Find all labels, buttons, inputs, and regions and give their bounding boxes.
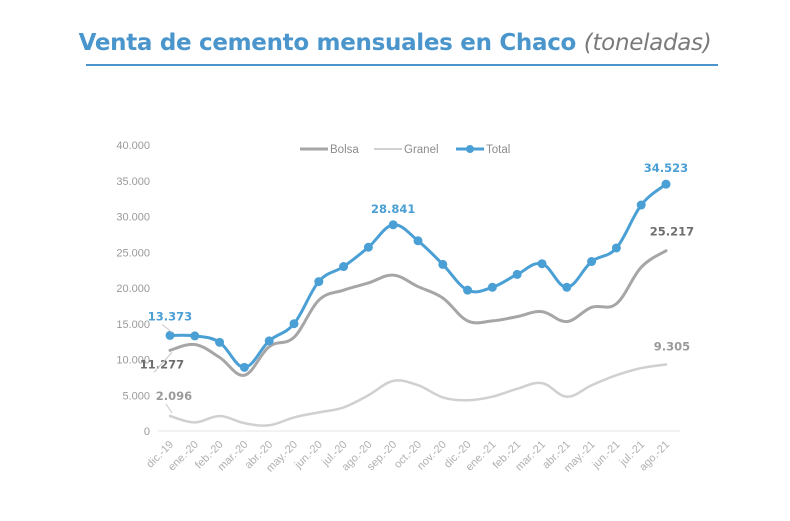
data-point-total xyxy=(463,285,473,295)
data-point-total xyxy=(339,262,349,272)
data-label-total: 13.373 xyxy=(148,309,192,323)
y-tick-label: 20.000 xyxy=(116,283,150,295)
data-point-total xyxy=(289,319,299,329)
data-point-total xyxy=(215,337,225,347)
data-point-total xyxy=(636,200,646,210)
y-tick-label: 15.000 xyxy=(116,319,150,331)
data-point-total xyxy=(239,362,249,372)
chart-title-unit: (toneladas) xyxy=(583,30,712,56)
data-point-total xyxy=(512,269,522,279)
page-title: Venta de cemento mensuales en Chaco (ton… xyxy=(0,30,790,56)
data-point-total xyxy=(487,282,497,292)
data-point-total xyxy=(165,330,175,340)
data-point-total xyxy=(314,277,324,287)
data-label-bolsa: 11.277 xyxy=(140,357,184,371)
data-label-total: 28.841 xyxy=(371,202,415,216)
data-label-granel: 9.305 xyxy=(654,339,690,353)
data-label-leader xyxy=(161,323,173,333)
data-point-total xyxy=(190,331,200,341)
data-labels-layer: 11.277 25.217 2.096 9.305 13.373 28.841 34.523 xyxy=(140,161,694,414)
legend-label-granel: Granel xyxy=(404,144,439,156)
title-underline xyxy=(86,64,718,66)
series-line-total xyxy=(168,182,668,369)
x-tick-label: jun.-20 xyxy=(292,439,325,472)
y-tick-label: 5.000 xyxy=(122,390,150,402)
data-label-granel: 2.096 xyxy=(156,389,192,403)
data-label-total: 34.523 xyxy=(644,161,688,175)
data-point-total xyxy=(438,259,448,269)
series-line-granel xyxy=(168,363,668,427)
legend-label-bolsa: Bolsa xyxy=(330,144,359,156)
chart-title: Venta de cemento mensuales en Chaco xyxy=(78,30,577,56)
data-point-total xyxy=(363,242,373,252)
data-point-total xyxy=(537,259,547,269)
data-point-total xyxy=(562,282,572,292)
data-point-total xyxy=(264,336,274,346)
data-label-leader xyxy=(165,403,173,414)
data-point-total xyxy=(661,179,671,189)
data-point-total xyxy=(388,220,398,230)
series-line-bolsa xyxy=(168,249,668,377)
y-tick-label: 40.000 xyxy=(116,140,150,152)
y-tick-label: 30.000 xyxy=(116,212,150,224)
legend-label-total: Total xyxy=(486,144,510,156)
x-tick-label: jun.-21 xyxy=(590,439,623,472)
legend: Bolsa Granel Total xyxy=(300,144,510,156)
data-label-bolsa: 25.217 xyxy=(650,225,694,239)
data-label-leader xyxy=(153,352,173,373)
data-point-total xyxy=(611,243,621,253)
y-tick-label: 0 xyxy=(144,426,150,438)
legend-marker-total xyxy=(466,145,474,153)
y-tick-label: 35.000 xyxy=(116,176,150,188)
data-point-total xyxy=(413,236,423,246)
y-tick-label: 25.000 xyxy=(116,247,150,259)
y-tick-label: 10.000 xyxy=(116,355,150,367)
series-layer xyxy=(165,179,671,427)
data-point-total xyxy=(587,257,597,267)
